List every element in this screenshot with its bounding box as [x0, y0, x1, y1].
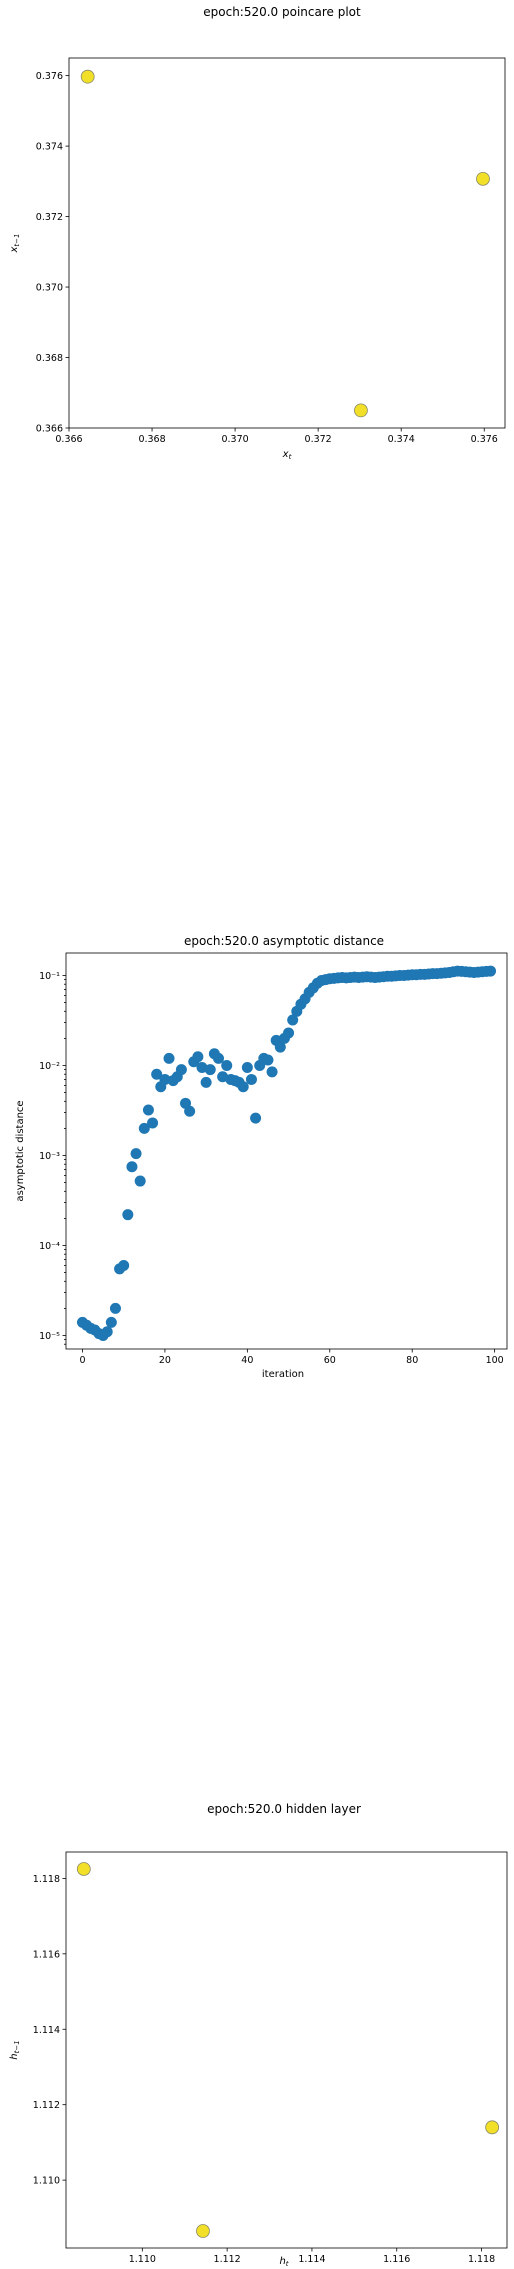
scatter-point [274, 1041, 286, 1053]
scatter-point [151, 1068, 163, 1080]
scatter-point [118, 1259, 130, 1271]
hidden-layer-y-label: ht−1 [9, 2040, 21, 2059]
scatter-point [109, 1302, 121, 1314]
scatter-point [266, 1066, 278, 1078]
scatter-point [130, 1148, 142, 1160]
x-tick-label: 0.372 [305, 434, 332, 445]
scatter-point [196, 1062, 208, 1074]
scatter-point [122, 1209, 134, 1221]
hidden-layer-x-ticks: 1.110 1.112 1.114 1.116 1.118 [129, 2248, 495, 2265]
asymptotic-y-ticks: 10⁻⁵ 10⁻⁴ 10⁻³ 10⁻² 10⁻¹ [39, 971, 66, 1345]
scatter-point [476, 171, 490, 186]
y-tick-label: 0.370 [36, 283, 63, 294]
scatter-point [101, 1326, 113, 1338]
x-tick-label: 0.370 [221, 434, 248, 445]
asymptotic-x-ticks: 0 20 40 60 80 100 [79, 1349, 504, 1366]
scatter-point [175, 1064, 187, 1076]
scatter-point [80, 69, 95, 84]
y-tick-label: 1.118 [33, 1874, 60, 1885]
poincare-y-ticks: 0.366 0.368 0.370 0.372 0.374 0.376 [36, 71, 69, 435]
y-tick-label: 10⁻⁴ [39, 1241, 60, 1252]
y-tick-label: 0.366 [36, 424, 63, 435]
scatter-point [163, 1052, 175, 1064]
hidden-layer-y-ticks: 1.110 1.112 1.114 1.116 1.118 [33, 1874, 66, 2187]
asymptotic-plot-frame [65, 952, 508, 1350]
hidden-layer-points [76, 1862, 500, 2238]
x-tick-label: 0 [79, 1355, 85, 1366]
scatter-point [485, 2120, 500, 2135]
poincare-x-ticks: 0.366 0.368 0.370 0.372 0.374 0.376 [55, 428, 498, 445]
scatter-point [204, 1064, 216, 1076]
asymptotic-chart-title: epoch:520.0 asymptotic distance [184, 934, 384, 948]
y-tick-label: 0.368 [36, 353, 63, 364]
scatter-point [262, 1054, 274, 1066]
poincare-chart: epoch:520.0 poincare plot 0.366 0.368 0.37… [9, 5, 506, 461]
x-tick-label: 0.368 [138, 434, 165, 445]
scatter-point [192, 1051, 204, 1063]
scatter-point [237, 1081, 249, 1093]
x-tick-label: 0.374 [388, 434, 415, 445]
hidden-layer-chart: epoch:520.0 hidden layer 1.110 1.112 1.114… [9, 1802, 508, 2268]
scatter-point [245, 1073, 257, 1085]
scatter-point [241, 1062, 253, 1074]
scatter-point [76, 1862, 91, 1876]
scatter-point [354, 403, 368, 418]
asymptotic-distance-chart: epoch:520.0 asymptotic distance 0 20 40 60 8… [15, 934, 508, 1380]
y-tick-label: 1.116 [33, 1949, 60, 1960]
x-tick-label: 1.112 [214, 2254, 241, 2265]
x-tick-label: 80 [406, 1355, 418, 1366]
x-tick-label: 40 [241, 1355, 253, 1366]
hidden-layer-plot-frame [65, 1851, 508, 2249]
hidden-layer-x-label: ht [279, 2256, 288, 2268]
y-tick-label: 0.372 [36, 212, 63, 223]
poincare-x-label: xt [282, 449, 292, 461]
poincare-chart-title: epoch:520.0 poincare plot [203, 5, 361, 19]
x-tick-label: 60 [324, 1355, 336, 1366]
x-tick-label: 1.116 [383, 2254, 410, 2265]
scatter-point [485, 965, 497, 977]
y-tick-label: 10⁻⁵ [39, 1331, 60, 1342]
scatter-point [196, 2224, 210, 2238]
x-tick-label: 20 [159, 1355, 171, 1366]
scatter-point [212, 1052, 224, 1064]
asymptotic-points [76, 965, 497, 1341]
poincare-plot-frame [68, 57, 506, 429]
scatter-point [105, 1316, 117, 1328]
asymptotic-y-label: asymptotic distance [15, 1100, 26, 1201]
scatter-point [200, 1076, 212, 1088]
x-tick-label: 100 [486, 1355, 504, 1366]
scatter-point [221, 1060, 233, 1071]
hidden-layer-chart-title: epoch:520.0 hidden layer [207, 1802, 361, 1816]
scatter-point [138, 1122, 150, 1134]
y-tick-label: 10⁻² [39, 1061, 60, 1072]
poincare-y-label: xt−1 [9, 234, 21, 254]
scatter-point [147, 1117, 159, 1129]
y-tick-label: 1.114 [33, 2025, 60, 2036]
x-tick-label: 1.110 [129, 2254, 156, 2265]
scatter-point [126, 1161, 138, 1173]
y-tick-label: 10⁻³ [39, 1151, 60, 1162]
poincare-points [80, 69, 490, 418]
y-tick-label: 1.110 [33, 2176, 60, 2187]
y-tick-label: 10⁻¹ [39, 971, 60, 982]
y-tick-label: 0.374 [36, 142, 63, 153]
scatter-point [283, 1027, 295, 1039]
x-tick-label: 1.114 [298, 2254, 325, 2265]
scatter-point [134, 1175, 146, 1187]
x-tick-label: 0.366 [55, 434, 82, 445]
y-tick-label: 0.376 [36, 71, 63, 82]
scatter-point [184, 1105, 196, 1117]
x-tick-label: 1.118 [468, 2254, 495, 2265]
asymptotic-x-label: iteration [262, 1369, 304, 1380]
scatter-point [250, 1112, 262, 1124]
scatter-point [142, 1104, 154, 1116]
scatter-point [159, 1073, 171, 1085]
scatter-point [287, 1014, 299, 1026]
x-tick-label: 0.376 [471, 434, 498, 445]
y-tick-label: 1.112 [33, 2100, 60, 2111]
